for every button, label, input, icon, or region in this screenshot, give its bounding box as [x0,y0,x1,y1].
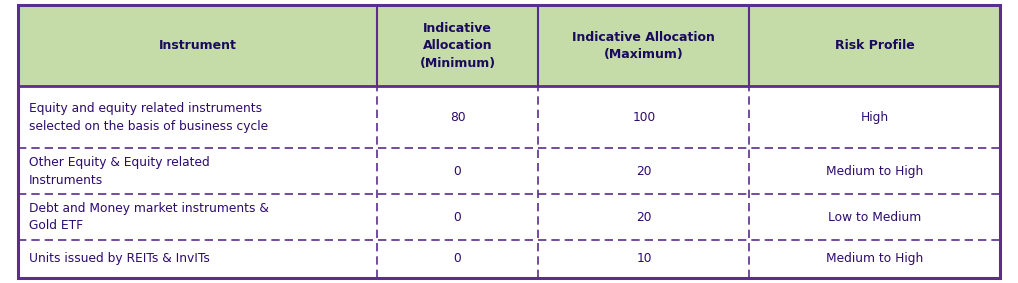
Bar [539,5,749,87]
Text: Medium to High: Medium to High [826,165,923,178]
Text: 20: 20 [636,165,652,178]
Text: High: High [860,111,889,124]
Text: Instrument: Instrument [159,39,236,52]
Text: 20: 20 [636,211,652,224]
Bar [749,194,1000,240]
Text: Indicative
Allocation
(Minimum): Indicative Allocation (Minimum) [419,22,496,70]
Bar [749,87,1000,148]
Bar [377,5,539,87]
Text: 80: 80 [450,111,465,124]
Text: Medium to High: Medium to High [826,252,923,265]
Text: 10: 10 [636,252,652,265]
Bar [539,194,749,240]
Bar [377,194,539,240]
Text: Low to Medium: Low to Medium [828,211,921,224]
Bar [377,240,539,278]
Text: Other Equity & Equity related
Instruments: Other Equity & Equity related Instrument… [29,156,210,186]
Bar [18,194,377,240]
Bar [18,87,377,148]
Bar [377,87,539,148]
Text: Units issued by REITs & InvITs: Units issued by REITs & InvITs [29,252,210,265]
Bar [18,240,377,278]
Text: Indicative Allocation
(Maximum): Indicative Allocation (Maximum) [572,31,716,61]
Bar [539,87,749,148]
Bar [749,148,1000,194]
Text: 100: 100 [632,111,656,124]
Text: Equity and equity related instruments
selected on the basis of business cycle: Equity and equity related instruments se… [29,102,268,133]
Bar [539,148,749,194]
Text: Risk Profile: Risk Profile [835,39,914,52]
Bar [377,148,539,194]
Text: 0: 0 [454,211,461,224]
Text: Debt and Money market instruments &
Gold ETF: Debt and Money market instruments & Gold… [29,202,269,232]
Text: 0: 0 [454,165,461,178]
Bar [539,240,749,278]
Text: 0: 0 [454,252,461,265]
Bar [749,5,1000,87]
Bar [18,148,377,194]
Bar [18,5,377,87]
Bar [749,240,1000,278]
